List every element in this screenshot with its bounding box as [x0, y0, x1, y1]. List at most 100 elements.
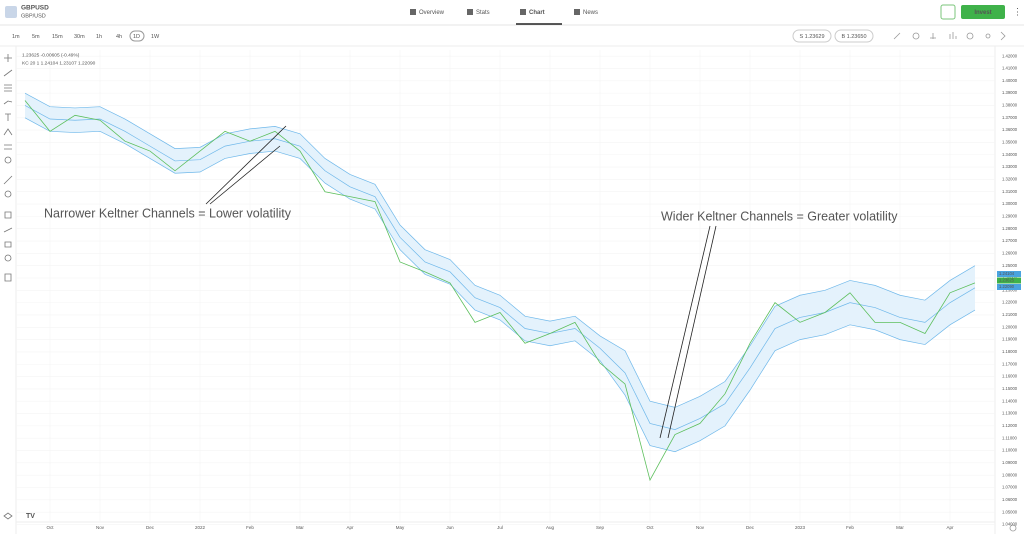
annotation: Wider Keltner Channels = Greater volatil…: [661, 209, 898, 223]
x-tick-label: Mar: [896, 525, 904, 530]
y-tick-label: 1.42000: [1002, 53, 1018, 58]
keltner-line: [24, 92, 976, 408]
y-tick-label: 1.27000: [1002, 238, 1018, 243]
y-tick-label: 1.28000: [1002, 226, 1018, 231]
timeframe-active: [129, 30, 145, 42]
header-bar: [0, 0, 1024, 25]
tab-icon[interactable]: [520, 9, 526, 15]
y-tick-label: 1.05000: [1002, 509, 1018, 514]
tv-logo: TV: [26, 513, 35, 520]
y-tick-label: 1.10000: [1002, 448, 1018, 453]
x-tick-label: 2022: [195, 525, 206, 530]
y-tick-label: 1.08000: [1002, 472, 1018, 477]
tab-icon[interactable]: [574, 9, 580, 15]
y-tick-label: 1.29000: [1002, 213, 1018, 218]
x-tick-label: Sep: [596, 525, 605, 530]
price-tag-label: 1.24104: [999, 271, 1015, 276]
invest-button[interactable]: [961, 5, 1005, 19]
y-tick-label: 1.16000: [1002, 374, 1018, 379]
y-tick-label: 1.19000: [1002, 337, 1018, 342]
timeframe[interactable]: 1h: [96, 34, 102, 40]
sell-price[interactable]: S 1.23629: [799, 34, 824, 40]
timeframe[interactable]: 1D: [133, 34, 140, 40]
y-tick-label: 1.33000: [1002, 164, 1018, 169]
timeframe[interactable]: 30m: [74, 34, 85, 40]
legend-price: 1.23625 -0.00605 (-0.49%): [22, 52, 80, 58]
symbol: GBPUSD: [21, 5, 49, 12]
y-tick-label: 1.06000: [1002, 497, 1018, 502]
x-tick-label: Mar: [296, 525, 304, 530]
tab[interactable]: Chart: [529, 10, 545, 16]
annotation: Narrower Keltner Channels = Lower volati…: [44, 206, 292, 220]
pair: GBP/USD: [21, 13, 46, 19]
tab-icon[interactable]: [467, 9, 473, 15]
y-tick-label: 1.25000: [1002, 263, 1018, 268]
x-tick-label: Oct: [646, 525, 654, 530]
annotation-pointer: [659, 225, 711, 439]
chart-tools[interactable]: [893, 31, 1017, 532]
tab[interactable]: News: [583, 10, 598, 16]
buy-price[interactable]: B 1.23650: [841, 34, 866, 40]
y-tick-label: 1.22000: [1002, 300, 1018, 305]
timeframe[interactable]: 4h: [116, 34, 122, 40]
tab-icon[interactable]: [410, 9, 416, 15]
price-tag-label: 1.23625: [999, 278, 1015, 283]
y-tick-label: 1.39000: [1002, 90, 1018, 95]
y-tick-label: 1.37000: [1002, 115, 1018, 120]
y-tick-label: 1.09000: [1002, 460, 1018, 465]
x-tick-label: Apr: [946, 525, 954, 530]
timeframe[interactable]: 15m: [52, 34, 63, 40]
y-tick-label: 1.32000: [1002, 177, 1018, 182]
y-tick-label: 1.17000: [1002, 361, 1018, 366]
price-line: [24, 100, 976, 482]
timeframe[interactable]: 1m: [12, 34, 20, 40]
annotation-pointer: [209, 145, 281, 205]
keltner-line: [24, 117, 976, 453]
y-tick-label: 1.41000: [1002, 66, 1018, 71]
annotation-pointer: [667, 225, 717, 439]
sell-pill[interactable]: [792, 29, 832, 43]
x-tick-label: May: [396, 525, 405, 530]
tab[interactable]: Overview: [419, 10, 445, 16]
more-menu[interactable]: ⋮: [1013, 6, 1022, 16]
y-tick-label: 1.14000: [1002, 398, 1018, 403]
buy-pill[interactable]: [834, 29, 874, 43]
y-tick-label: 1.38000: [1002, 103, 1018, 108]
y-tick-label: 1.34000: [1002, 152, 1018, 157]
price-tag: [997, 277, 1021, 284]
annotation-pointer: [205, 125, 287, 205]
x-tick-label: Nov: [96, 525, 105, 530]
x-tick-label: Aug: [546, 525, 555, 530]
x-tick-label: Jul: [497, 525, 503, 530]
y-tick-label: 1.40000: [1002, 78, 1018, 83]
y-tick-label: 1.30000: [1002, 201, 1018, 206]
x-tick-label: 2023: [795, 525, 806, 530]
x-tick-label: Oct: [46, 525, 54, 530]
timeframe[interactable]: 5m: [32, 34, 40, 40]
y-tick-label: 1.04000: [1002, 522, 1018, 527]
price-tag: [997, 284, 1021, 290]
drawing-tools[interactable]: [3, 54, 13, 520]
y-tick-label: 1.20000: [1002, 324, 1018, 329]
tab[interactable]: Stats: [476, 10, 490, 16]
invest-label[interactable]: Invest: [974, 10, 991, 16]
y-tick-label: 1.36000: [1002, 127, 1018, 132]
y-tick-label: 1.07000: [1002, 485, 1018, 490]
y-tick-label: 1.15000: [1002, 386, 1018, 391]
y-tick-label: 1.18000: [1002, 349, 1018, 354]
y-tick-label: 1.35000: [1002, 140, 1018, 145]
y-tick-label: 1.13000: [1002, 411, 1018, 416]
price-tag-label: 1.22090: [999, 284, 1015, 289]
price-tag: [997, 271, 1021, 277]
y-tick-label: 1.21000: [1002, 312, 1018, 317]
y-tick-label: 1.11000: [1002, 435, 1017, 440]
y-tick-label: 1.31000: [1002, 189, 1018, 194]
x-tick-label: Jun: [446, 525, 454, 530]
x-tick-label: Dec: [746, 525, 755, 530]
watch-button[interactable]: [940, 4, 956, 20]
timeframe[interactable]: 1W: [151, 34, 160, 40]
legend-indicator: KC 20 1 1.24104 1.23107 1.22090: [22, 60, 96, 66]
x-tick-label: Nov: [696, 525, 705, 530]
